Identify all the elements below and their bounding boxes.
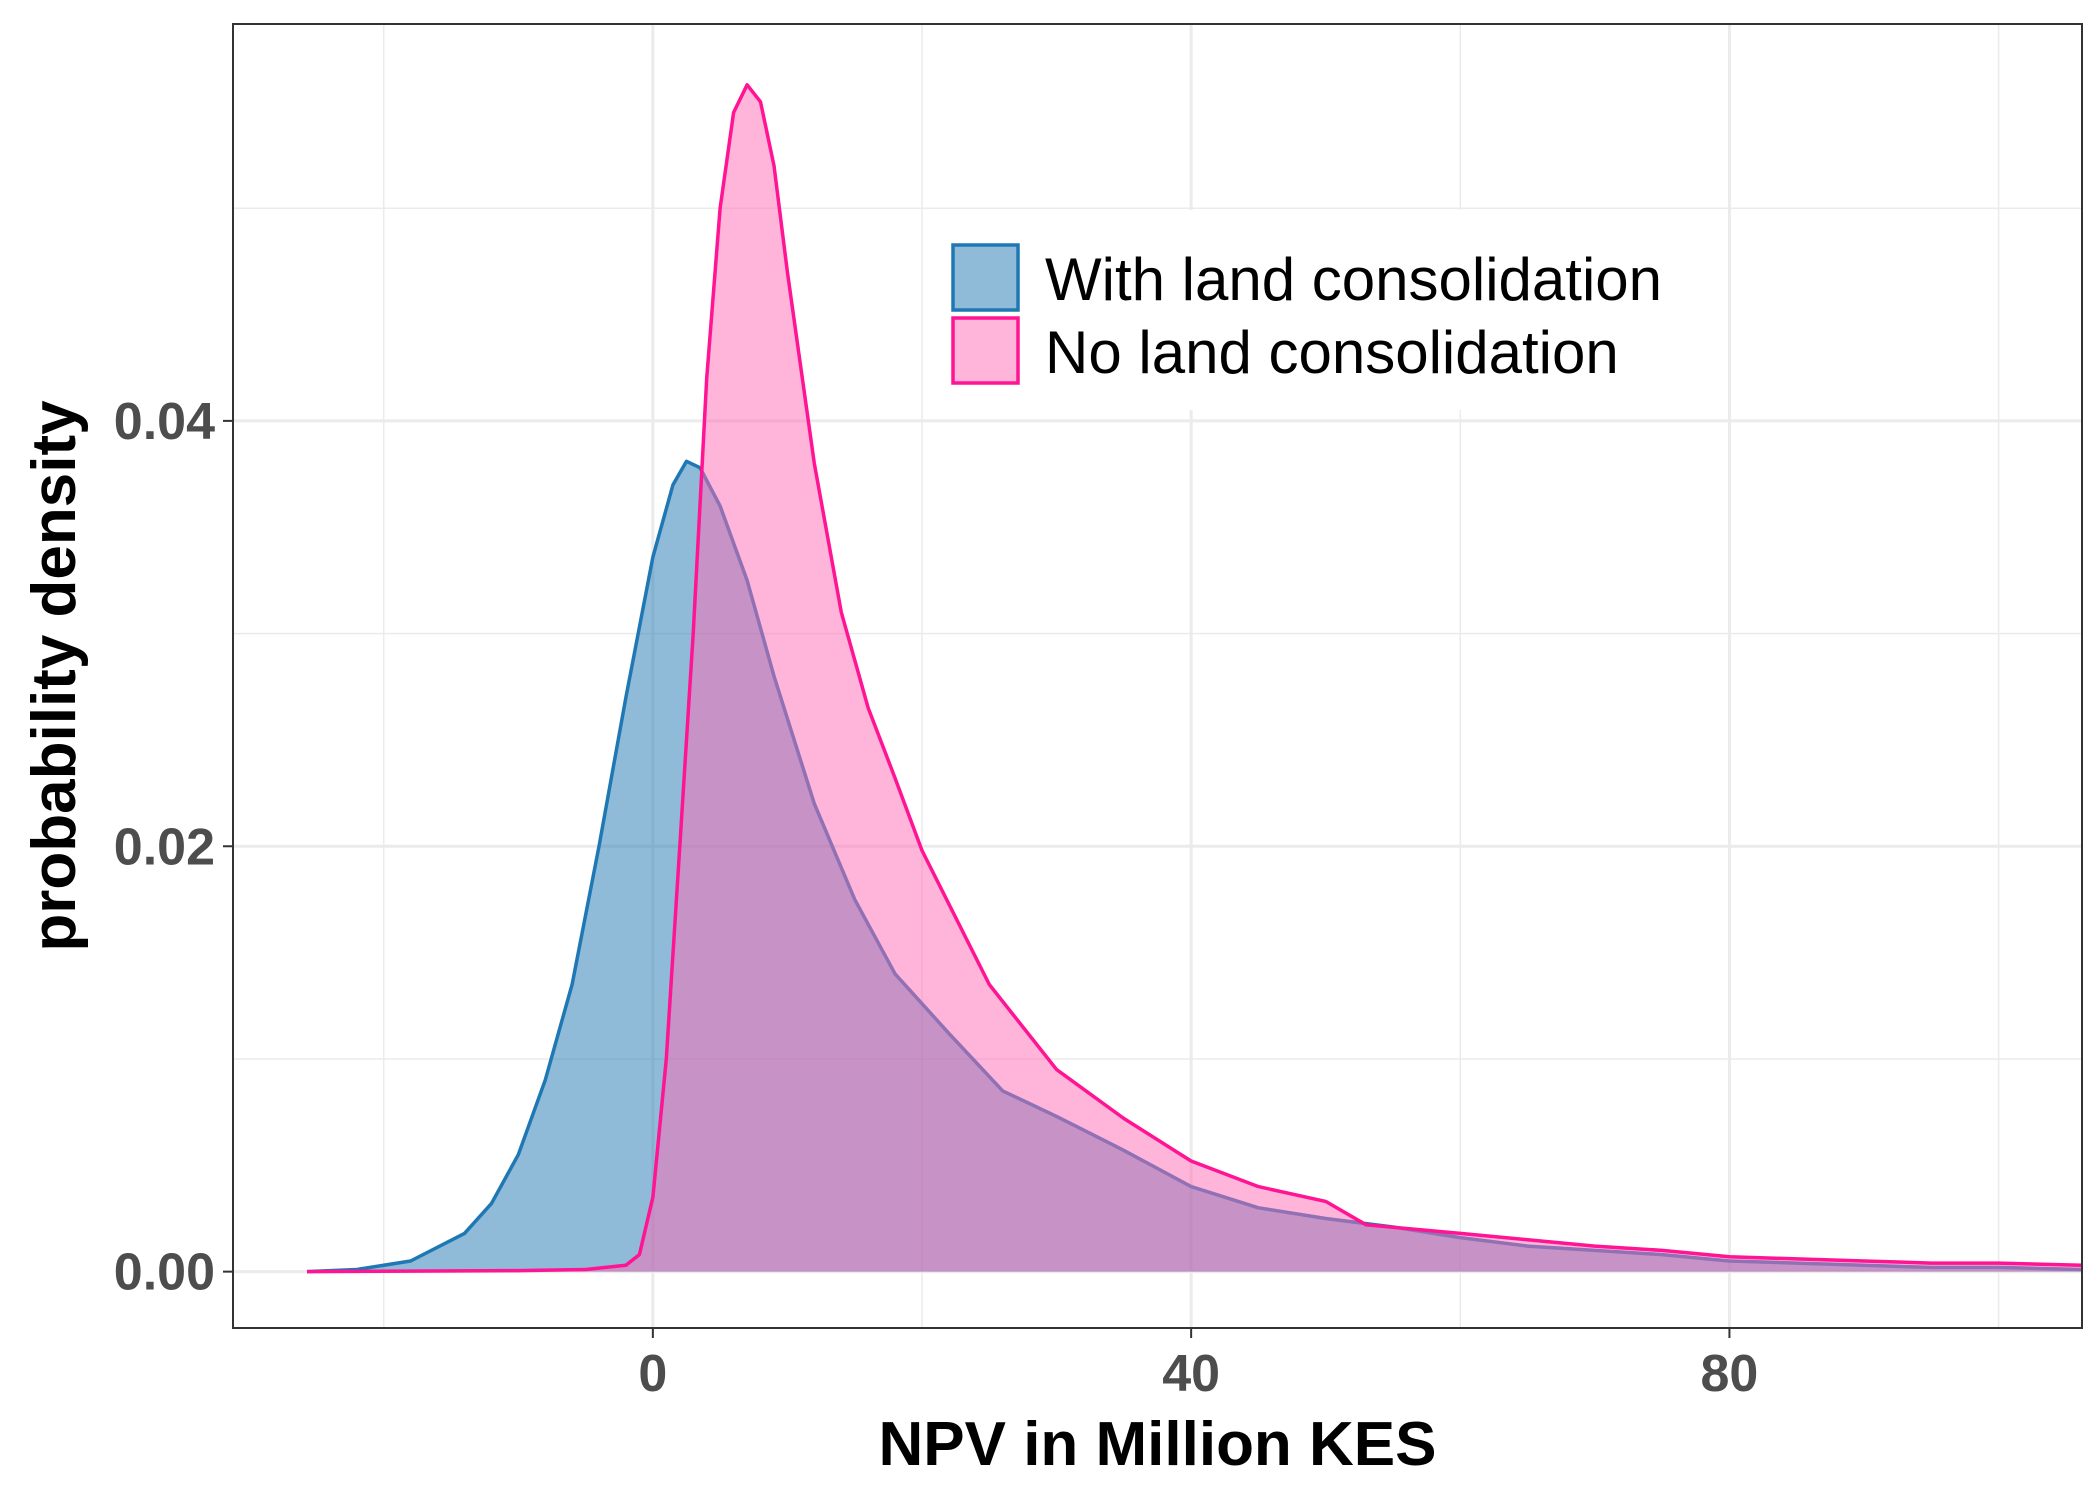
legend-key-with-consolidation [951,243,1020,312]
density-line-no-consolidation [306,83,2083,1274]
y-axis-title: probability density [20,400,89,952]
density-area-no-consolidation [307,84,2082,1272]
x-axis-title: NPV in Million KES [878,1410,1436,1479]
legend: With land consolidation No land consolid… [925,210,1715,410]
axis-ticks: 0 40 80 0.00 0.02 0.04 [114,393,1759,1403]
legend-key-no-consolidation [951,316,1020,385]
density-areas [306,83,2083,1274]
x-tick-label: 80 [1701,1345,1759,1403]
legend-background [925,210,1715,410]
panel-border [232,23,2083,1329]
y-tick-label: 0.04 [114,393,215,451]
legend-label-no-consolidation: No land consolidation [1045,319,1619,386]
x-tick-label: 0 [638,1345,667,1403]
density-area-with-consolidation [307,461,2082,1272]
y-tick-label: 0.00 [114,1244,215,1302]
legend-label-with-consolidation: With land consolidation [1045,246,1662,313]
y-tick-label: 0.02 [114,818,215,876]
x-tick-label: 40 [1162,1345,1220,1403]
